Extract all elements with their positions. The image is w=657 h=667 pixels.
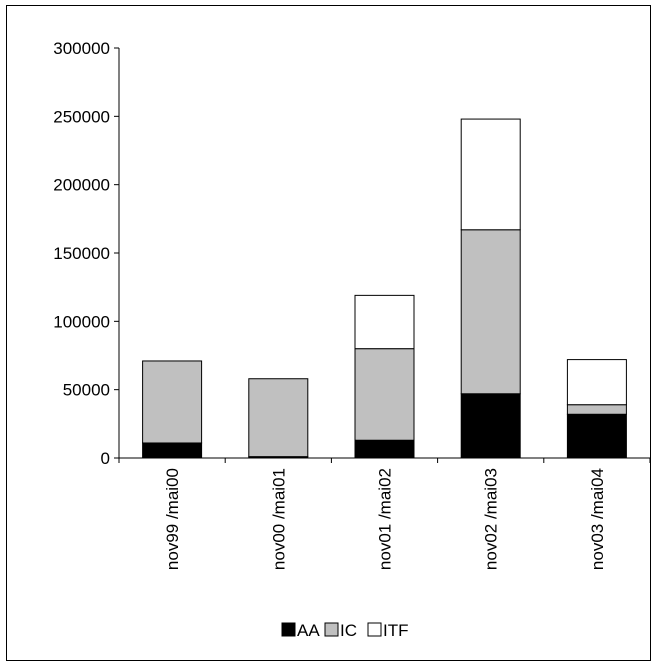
x-tick-label: nov03 /mai04 [588, 468, 607, 570]
y-tick-label: 250000 [53, 107, 110, 126]
chart-frame [6, 5, 651, 661]
y-tick-label: 50000 [63, 381, 110, 400]
x-tick-label: nov00 /mai01 [269, 468, 288, 570]
y-tick-label: 100000 [53, 312, 110, 331]
bar-segment-itf [566, 359, 627, 406]
x-tick-label: nov01 /mai02 [376, 468, 395, 570]
x-axis: nov99 /mai00 nov00 /mai01 nov01 /mai02 nov0… [118, 457, 651, 570]
bar-segment-itf [460, 118, 521, 231]
bar-segment-ic [142, 360, 203, 444]
legend-label-ic: IC [340, 621, 357, 640]
bar-segment-aa [460, 393, 521, 459]
bar-segment-ic [354, 348, 415, 441]
x-tick-label: nov99 /mai00 [163, 468, 182, 570]
bar-segment-ic [566, 404, 627, 415]
bar-segment-aa [354, 439, 415, 459]
bar-segment-ic [248, 378, 309, 458]
bar-segment-aa [142, 442, 203, 459]
legend: AA IC ITF [281, 621, 409, 640]
y-tick-label: 150000 [53, 244, 110, 263]
bar-segment-itf [354, 294, 415, 350]
y-tick-label: 300000 [53, 39, 110, 58]
y-axis: 0 50000 100000 150000 200000 250000 300000 [53, 39, 120, 468]
y-tick-label: 200000 [53, 176, 110, 195]
bars [142, 118, 627, 459]
y-tick-label: 0 [101, 449, 110, 468]
legend-label-aa: AA [297, 621, 320, 640]
legend-swatch-itf [367, 622, 382, 637]
x-tick-label: nov02 /mai03 [482, 468, 501, 570]
legend-label-itf: ITF [383, 621, 409, 640]
bar-segment-ic [460, 229, 521, 395]
bar-segment-aa [566, 413, 627, 459]
legend-swatch-ic [324, 622, 339, 637]
legend-swatch-aa [281, 622, 296, 637]
